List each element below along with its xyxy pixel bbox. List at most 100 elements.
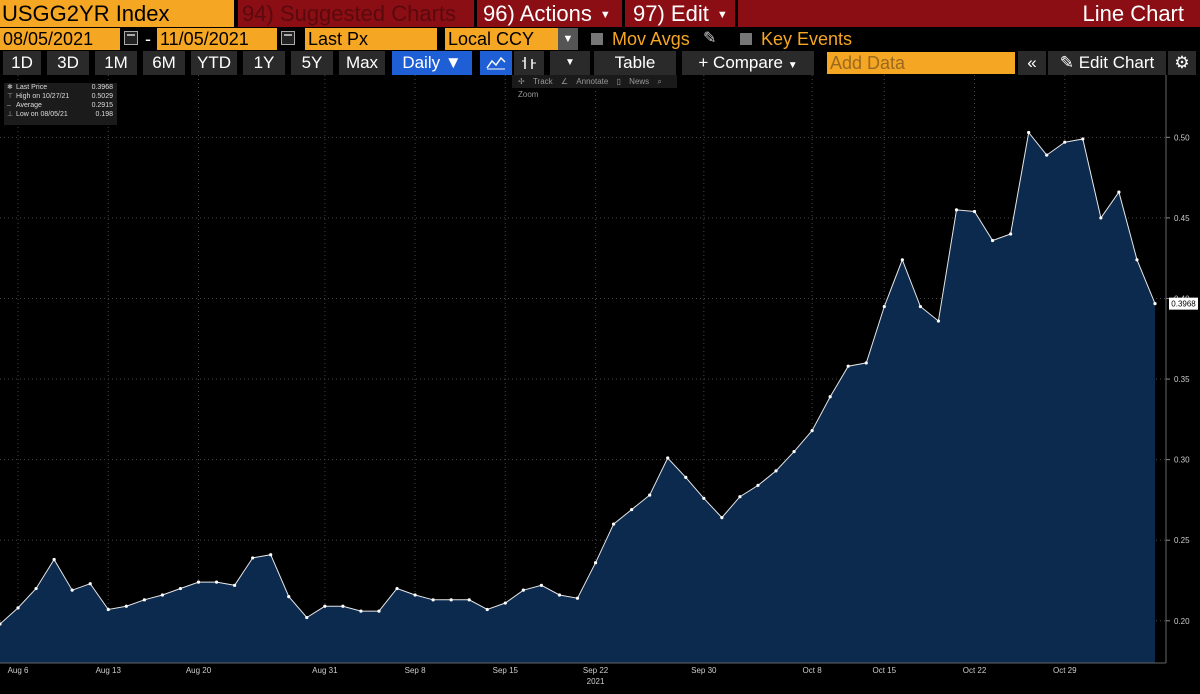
period-6m-button[interactable]: 6M (143, 51, 185, 75)
frequency-dropdown[interactable]: Daily ▼ (392, 51, 472, 75)
date-separator: - (145, 29, 151, 49)
data-point (1027, 130, 1031, 135)
data-point (341, 604, 345, 608)
x-tick-label: Oct 22 (963, 666, 987, 675)
data-point (34, 586, 38, 591)
chart-legend: ✱ Last Price 0.3968 ⊤ High on 10/27/21 0.502… (4, 83, 117, 125)
collapse-icon[interactable]: « (1018, 51, 1046, 75)
data-point (1099, 216, 1103, 220)
data-point (449, 598, 453, 602)
period-1y-button[interactable]: 1Y (243, 51, 285, 75)
chevron-down-icon[interactable]: ▼ (550, 51, 590, 75)
data-point (1117, 190, 1121, 194)
data-point (846, 364, 850, 368)
legend-high: ⊤ High on 10/27/21 0.5029 (7, 93, 113, 100)
data-point (395, 586, 399, 591)
pencil-icon[interactable]: ✎ (703, 30, 717, 47)
x-tick-label: Aug 31 (312, 666, 338, 675)
line-chart-icon[interactable] (480, 51, 512, 75)
x-tick-label: Sep 15 (493, 666, 519, 675)
calendar-icon[interactable] (281, 31, 295, 45)
data-point (287, 595, 291, 599)
calendar-icon[interactable] (124, 31, 138, 45)
chart-subtoolbar: ✢ Track ∠ Annotate ▯ News ⌕ Zoom (512, 75, 677, 99)
start-date-input[interactable]: 08/05/2021 (0, 28, 120, 50)
data-point (936, 319, 941, 323)
data-point (214, 580, 219, 584)
data-point (251, 556, 255, 560)
mov-avgs-checkbox[interactable] (591, 33, 603, 45)
annotate-tool[interactable]: ∠ Annotate (560, 77, 609, 86)
zoom-tool[interactable]: ⌕ Zoom (518, 77, 662, 99)
data-point (52, 557, 56, 562)
key-events-checkbox[interactable] (740, 33, 752, 45)
legend-low: ⊥ Low on 08/05/21 0.198 (7, 111, 113, 118)
x-tick-label: Oct 8 (803, 666, 823, 675)
currency-selector[interactable]: Local CCY (445, 28, 558, 50)
period-ytd-button[interactable]: YTD (191, 51, 237, 75)
y-tick-label: 0.25 (1174, 536, 1190, 545)
data-point (684, 475, 688, 479)
table-button[interactable]: Table (594, 51, 676, 75)
data-point (70, 588, 74, 592)
x-tick-label: Oct 29 (1053, 666, 1077, 675)
period-1d-button[interactable]: 1D (3, 51, 41, 75)
data-point (738, 495, 742, 499)
period-max-button[interactable]: Max (339, 51, 385, 75)
x-tick-label: Sep 8 (405, 666, 426, 675)
x-tick-label: Sep 22 (583, 666, 609, 675)
edit-chart-label: Edit Chart (1078, 53, 1155, 72)
data-point (575, 596, 580, 600)
data-point (810, 429, 814, 433)
ticker-field[interactable]: USGG2YR Index (0, 0, 234, 27)
chevron-down-icon: ▼ (716, 8, 728, 21)
data-point (521, 588, 525, 592)
period-1m-button[interactable]: 1M (95, 51, 137, 75)
chevron-down-icon: ▼ (599, 8, 611, 21)
price-area (0, 132, 1155, 663)
data-point (359, 609, 363, 613)
data-point (792, 449, 796, 454)
data-point (774, 469, 778, 473)
data-point (124, 604, 128, 608)
edit-menu[interactable]: 97) Edit ▼ (625, 0, 735, 27)
data-point (864, 361, 868, 365)
period-5y-button[interactable]: 5Y (291, 51, 333, 75)
suggested-charts-button[interactable]: 94) Suggested Charts (238, 0, 474, 27)
data-point (1009, 232, 1013, 236)
add-data-input[interactable]: Add Data (827, 52, 1015, 74)
gear-icon[interactable]: ⚙ (1168, 51, 1196, 75)
chevron-down-icon: ▼ (787, 60, 798, 71)
data-point (142, 598, 146, 602)
chart-type-title: Line Chart (738, 0, 1200, 27)
chevron-down-icon[interactable]: ▼ (558, 28, 578, 50)
legend-average: – Average 0.2915 (7, 102, 113, 109)
compare-dropdown[interactable]: + Compare ▼ (682, 51, 814, 75)
x-axis-year-label: 2021 (587, 677, 605, 686)
data-point (972, 209, 977, 214)
data-point (106, 607, 110, 612)
period-3d-button[interactable]: 3D (47, 51, 89, 75)
edit-chart-button[interactable]: ✎ Edit Chart (1048, 51, 1166, 75)
data-point (648, 493, 652, 497)
data-point (1135, 258, 1139, 262)
data-point (467, 598, 471, 602)
news-tool[interactable]: ▯ News (616, 77, 650, 86)
field-selector[interactable]: Last Px (305, 28, 437, 50)
y-tick-label: 0.35 (1174, 375, 1190, 384)
data-point (539, 583, 544, 587)
data-point (431, 598, 435, 602)
period-toolbar: 1D 3D 1M 6M YTD 1Y 5Y Max Daily ▼ ▼ Tabl… (0, 51, 1200, 75)
actions-menu[interactable]: 96) Actions ▼ (477, 0, 622, 27)
track-tool[interactable]: ✢ Track (518, 77, 553, 86)
x-tick-label: Aug 13 (96, 666, 122, 675)
data-point (990, 238, 995, 243)
end-date-input[interactable]: 11/05/2021 (157, 28, 277, 50)
legend-last-price: ✱ Last Price 0.3968 (7, 84, 113, 91)
x-tick-label: Oct 15 (873, 666, 897, 675)
data-point (1045, 153, 1049, 157)
bar-chart-icon[interactable] (514, 51, 544, 75)
y-tick-label: 0.45 (1174, 214, 1190, 223)
